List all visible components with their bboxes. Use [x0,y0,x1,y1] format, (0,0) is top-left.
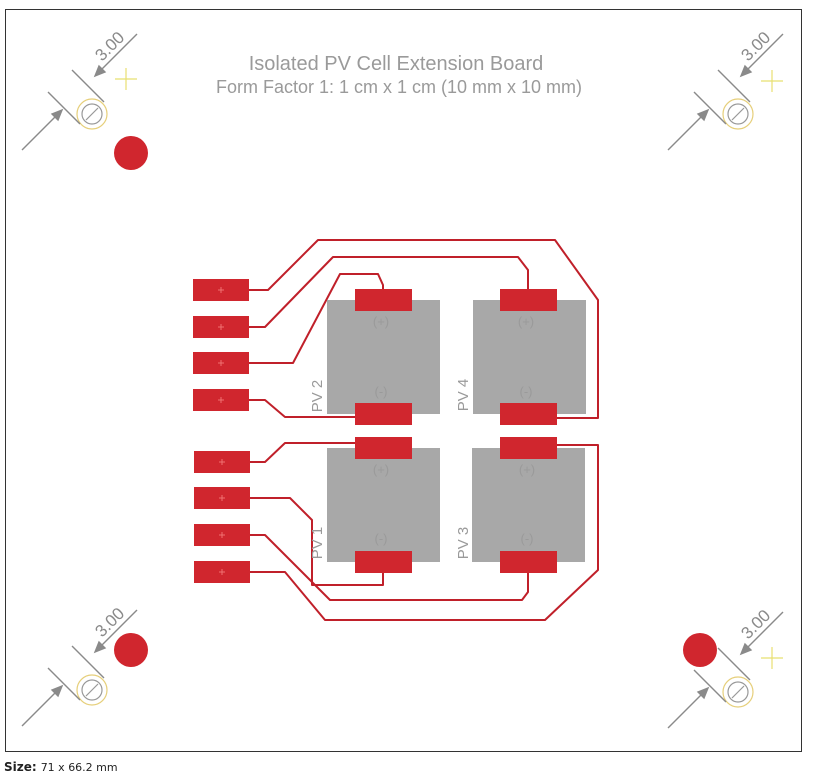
pv3-minus-label: (-) [521,531,534,546]
pv2-body [327,300,440,414]
size-value: 71 x 66.2 mm [40,761,118,774]
cell-pads [355,289,557,573]
mounting-hole-bottom-right: 3.00 [667,606,784,729]
mounting-hole-top-right: 3.00 [667,28,784,151]
pv1-plus-pad [355,437,412,459]
mounting-hole-top-left: 3.00 [21,28,138,151]
pv1-plus-label: (+) [373,462,389,477]
pv3-plus-pad [500,437,557,459]
dimension-label: 3.00 [737,606,774,643]
board-title: Isolated PV Cell Extension Board [249,53,544,75]
pv1-minus-pad [355,551,412,573]
trace-row2 [248,256,529,328]
pv2-plus-pad [355,289,412,311]
pv1-body [327,448,440,562]
trace-row1 [248,239,599,419]
pv4-designator: PV 4 [455,379,472,412]
silkscreen-labels: (+) (-) (+) (-) (+) (-) (+) (-) PV 2 PV … [309,314,535,559]
pv1-designator: PV 1 [309,527,326,560]
fiducial-bottom-left [114,633,148,667]
trace-row7 [250,534,529,601]
pv2-minus-label: (-) [375,384,388,399]
pv4-minus-label: (-) [520,384,533,399]
fiducial-top-left [114,136,148,170]
pv3-designator: PV 3 [455,527,472,560]
pv2-plus-label: (+) [373,314,389,329]
fiducials [114,136,717,667]
pv4-plus-pad [500,289,557,311]
fiducial-bottom-right [683,633,717,667]
trace-row4 [248,399,355,418]
dimension-label: 3.00 [91,28,128,65]
trace-row8 [250,444,599,621]
pad-center-marks [218,287,225,575]
pv4-minus-pad [500,403,557,425]
pv4-plus-label: (+) [518,314,534,329]
pv3-body [472,448,585,562]
trace-row6 [250,497,384,586]
pv2-minus-pad [355,403,412,425]
board-size-caption: Size: 71 x 66.2 mm [4,760,118,774]
mounting-hole-bottom-left: 3.00 [21,604,138,727]
size-label: Size: [4,760,37,774]
trace-row5 [250,442,355,463]
pv-cell-bodies [327,300,586,562]
pv1-minus-label: (-) [375,531,388,546]
copper-traces [248,239,599,621]
dimension-label: 3.00 [737,28,774,65]
board-subtitle: Form Factor 1: 1 cm x 1 cm (10 mm x 10 m… [216,77,582,97]
pv4-body [473,300,586,414]
trace-row3 [248,273,384,364]
pv3-minus-pad [500,551,557,573]
pv2-designator: PV 2 [309,380,326,413]
pv3-plus-label: (+) [519,462,535,477]
